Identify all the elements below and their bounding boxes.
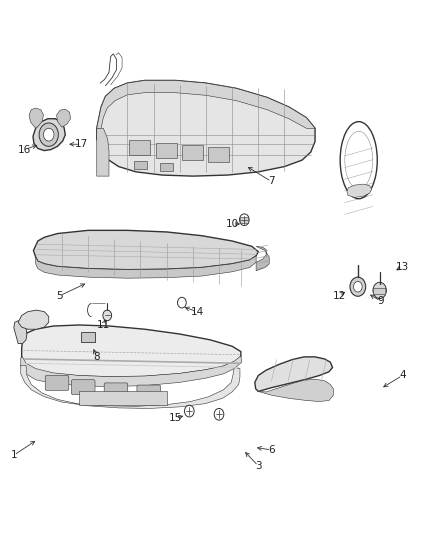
FancyBboxPatch shape [182, 146, 203, 160]
FancyBboxPatch shape [45, 375, 69, 390]
Text: 1: 1 [11, 450, 17, 460]
Text: 17: 17 [75, 139, 88, 149]
Circle shape [214, 408, 224, 420]
FancyBboxPatch shape [374, 288, 386, 295]
Text: 16: 16 [18, 144, 32, 155]
Circle shape [373, 282, 386, 298]
Polygon shape [33, 230, 258, 270]
Polygon shape [97, 80, 315, 128]
Circle shape [240, 214, 249, 225]
Polygon shape [97, 80, 315, 176]
Polygon shape [347, 184, 372, 197]
FancyBboxPatch shape [160, 163, 173, 171]
Polygon shape [57, 109, 71, 127]
FancyBboxPatch shape [208, 147, 229, 162]
Polygon shape [97, 128, 109, 176]
Polygon shape [21, 356, 242, 386]
Circle shape [43, 128, 54, 141]
Text: 14: 14 [191, 306, 204, 317]
Circle shape [39, 123, 58, 147]
Circle shape [353, 281, 362, 292]
Text: 6: 6 [268, 445, 275, 455]
FancyBboxPatch shape [137, 385, 160, 400]
Text: 9: 9 [377, 296, 384, 306]
Text: 7: 7 [268, 176, 275, 187]
Text: 11: 11 [97, 320, 110, 330]
Polygon shape [29, 108, 43, 128]
FancyBboxPatch shape [81, 333, 95, 342]
FancyBboxPatch shape [134, 161, 147, 169]
Text: 15: 15 [169, 413, 182, 423]
Text: 5: 5 [57, 290, 63, 301]
Circle shape [184, 405, 194, 417]
Polygon shape [21, 366, 240, 408]
Circle shape [103, 310, 112, 321]
Circle shape [177, 297, 186, 308]
Text: 10: 10 [226, 219, 239, 229]
Text: 4: 4 [399, 370, 406, 381]
Polygon shape [14, 321, 27, 344]
FancyBboxPatch shape [104, 383, 128, 398]
Polygon shape [258, 379, 333, 401]
FancyBboxPatch shape [240, 216, 248, 223]
Text: 3: 3 [255, 461, 261, 471]
Polygon shape [18, 310, 49, 329]
Polygon shape [255, 357, 332, 391]
FancyBboxPatch shape [71, 379, 95, 394]
FancyBboxPatch shape [155, 143, 177, 158]
FancyBboxPatch shape [79, 391, 166, 405]
Polygon shape [33, 119, 65, 151]
Polygon shape [256, 246, 269, 271]
Text: 8: 8 [93, 352, 100, 362]
Text: 13: 13 [396, 262, 409, 271]
FancyBboxPatch shape [130, 140, 150, 155]
Polygon shape [35, 256, 256, 278]
Circle shape [350, 277, 366, 296]
Text: 12: 12 [332, 290, 346, 301]
Polygon shape [21, 325, 241, 377]
